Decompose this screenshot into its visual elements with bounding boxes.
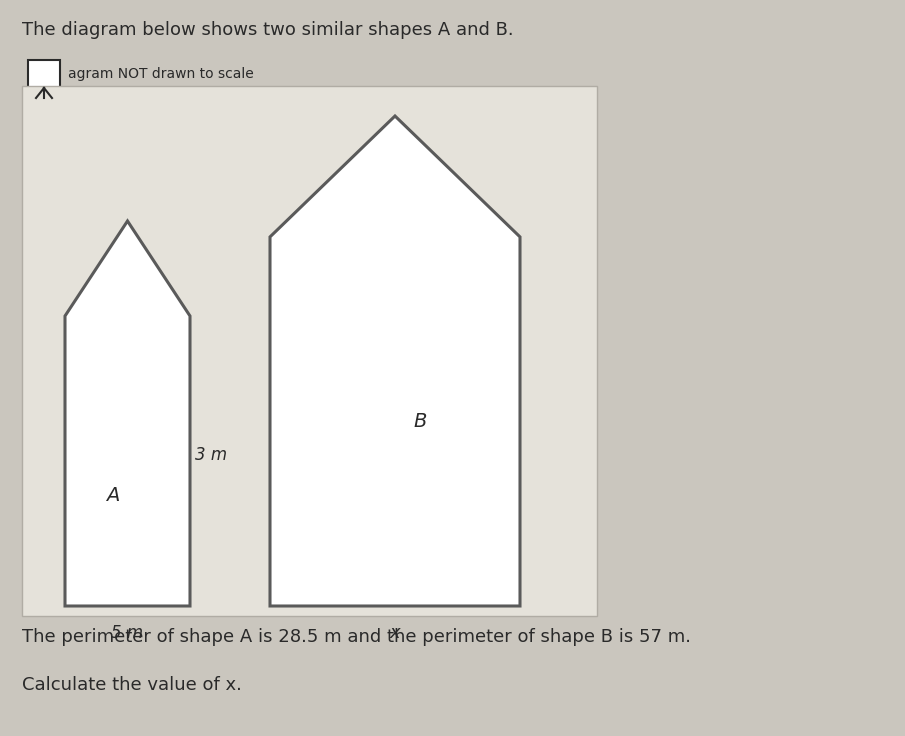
Text: A: A [106,486,119,506]
Text: The perimeter of shape A is 28.5 m and the perimeter of shape B is 57 m.: The perimeter of shape A is 28.5 m and t… [22,628,691,646]
Text: The diagram below shows two similar shapes A and B.: The diagram below shows two similar shap… [22,21,514,39]
Text: agram NOT drawn to scale: agram NOT drawn to scale [68,67,253,81]
Text: B: B [414,412,426,431]
Polygon shape [65,221,190,606]
FancyBboxPatch shape [22,86,597,616]
Polygon shape [270,116,520,606]
Text: 3 m: 3 m [195,446,227,464]
Polygon shape [28,60,60,88]
Text: Calculate the value of x.: Calculate the value of x. [22,676,242,694]
Text: x: x [390,624,400,642]
Text: 5 m: 5 m [111,624,144,642]
